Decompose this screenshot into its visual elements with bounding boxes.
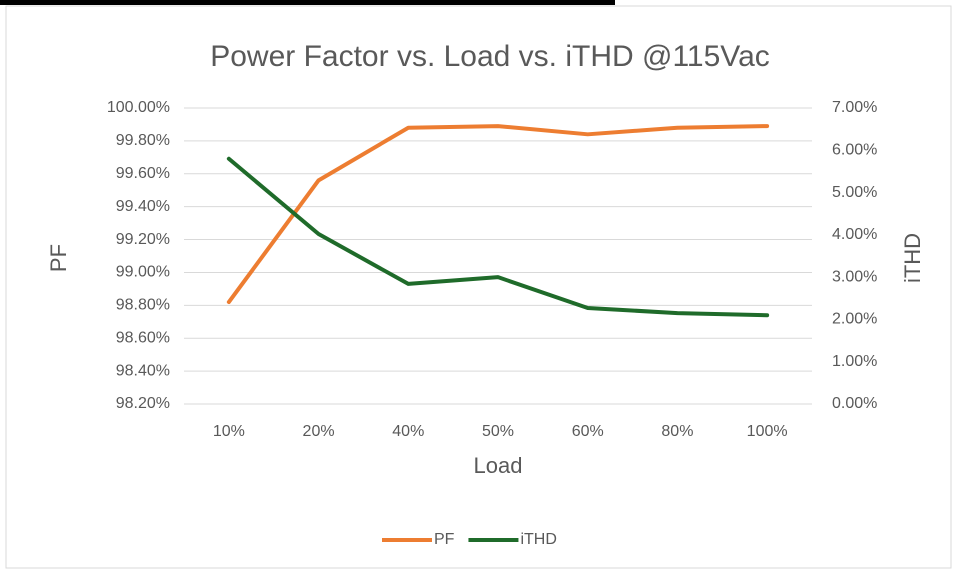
y-axis-title: PF — [46, 244, 71, 272]
y-tick-label: 99.00% — [116, 264, 170, 281]
y2-tick-label: 1.00% — [832, 353, 877, 370]
y-tick-label: 99.20% — [116, 231, 170, 248]
y-tick-label: 98.60% — [116, 329, 170, 346]
x-tick-label: 60% — [572, 423, 604, 440]
y2-tick-label: 3.00% — [832, 268, 877, 285]
y2-tick-label: 5.00% — [832, 184, 877, 201]
y2-tick-label: 6.00% — [832, 142, 877, 159]
y-tick-label: 99.40% — [116, 198, 170, 215]
y2-tick-label: 4.00% — [832, 226, 877, 243]
legend-label: iTHD — [520, 531, 556, 548]
x-tick-label: 80% — [661, 423, 693, 440]
y2-axis-title: iTHD — [900, 233, 925, 283]
y2-tick-label: 0.00% — [832, 395, 877, 412]
x-tick-label: 50% — [482, 423, 514, 440]
series-line — [226, 156, 770, 318]
x-tick-label: 10% — [213, 423, 245, 440]
chart-title: Power Factor vs. Load vs. iTHD @115Vac — [210, 40, 770, 73]
y-tick-label: 99.60% — [116, 165, 170, 182]
series-line — [226, 124, 770, 305]
x-tick-label: 40% — [392, 423, 424, 440]
y-tick-label: 100.00% — [107, 99, 170, 116]
x-tick-label: 20% — [303, 423, 335, 440]
y2-tick-label: 7.00% — [832, 99, 877, 116]
y-tick-label: 98.40% — [116, 362, 170, 379]
y2-tick-label: 2.00% — [832, 311, 877, 328]
top-bar — [0, 0, 615, 5]
y-tick-label: 99.80% — [116, 132, 170, 149]
legend-label: PF — [434, 531, 455, 548]
y-tick-label: 98.20% — [116, 395, 170, 412]
x-tick-label: 100% — [747, 423, 788, 440]
chart-border — [5, 5, 952, 569]
y-tick-label: 98.80% — [116, 297, 170, 314]
x-axis-title: Load — [474, 453, 523, 478]
